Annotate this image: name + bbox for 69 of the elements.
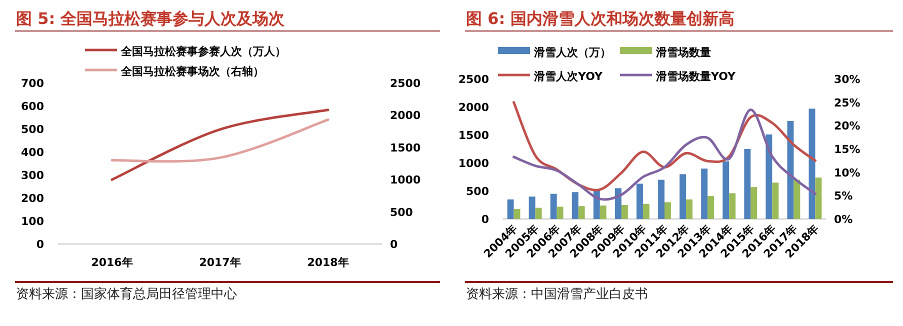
bar: [686, 199, 692, 219]
y2-tick-label: 1000: [390, 174, 421, 187]
y2-tick-label: 25%: [834, 96, 860, 110]
text: 资料来源：国家体育总局田径管理中心: [16, 286, 237, 301]
legend-label: 滑雪场数量YOY: [655, 70, 737, 83]
bar: [664, 202, 671, 219]
bar: [600, 206, 606, 219]
legend-label: 滑雪人次（万）: [533, 46, 611, 59]
bar: [550, 194, 557, 219]
bar: [722, 161, 730, 219]
bar: [528, 196, 536, 219]
bar: [680, 174, 686, 219]
bar: [772, 182, 779, 219]
bar: [766, 134, 772, 219]
x-tick-label: 2017年: [199, 256, 241, 269]
x-tick-label: 2018年: [307, 256, 349, 269]
bar: [701, 168, 708, 219]
bar: [556, 206, 564, 219]
bar: [621, 205, 628, 219]
legend-label: 全国马拉松赛事场次（右轴）: [120, 65, 264, 78]
y2-tick-label: 15%: [834, 143, 860, 156]
y2-tick-label: 1500: [390, 141, 421, 154]
legend-label: 全国马拉松赛事参赛人次（万人）: [120, 45, 286, 58]
y-tick-label: 700: [21, 77, 44, 90]
y-tick-label: 100: [21, 215, 44, 228]
legend-label: 滑雪人次YOY: [533, 70, 604, 83]
y2-tick-label: 20%: [834, 120, 860, 133]
y-tick-label: 2500: [458, 73, 490, 86]
y-tick-label: 600: [21, 100, 44, 113]
chart-title: 图 6: 国内滑雪人次和场次数量创新高: [466, 9, 735, 28]
bar: [614, 188, 622, 219]
y2-tick-label: 10%: [834, 166, 860, 180]
y-tick-label: 400: [21, 146, 44, 159]
y-tick-label: 500: [466, 185, 490, 198]
y-tick-label: 1500: [458, 129, 490, 142]
y2-tick-label: 2000: [390, 109, 421, 122]
bar: [572, 192, 578, 219]
bar: [578, 206, 585, 219]
bar: [658, 180, 664, 219]
bar: [815, 178, 822, 219]
y2-tick-label: 2500: [390, 77, 421, 90]
line-series: [512, 108, 816, 201]
y2-tick-label: 0: [390, 238, 398, 251]
y2-tick-label: 500: [390, 206, 414, 219]
bar: [729, 193, 736, 219]
y-tick-label: 0: [481, 213, 490, 226]
y2-tick-label: 0%: [834, 213, 853, 226]
y-tick-label: 2000: [458, 101, 490, 114]
bar: [514, 208, 520, 219]
bar: [708, 196, 714, 219]
y2-tick-label: 5%: [834, 190, 853, 203]
y-tick-label: 500: [21, 123, 44, 136]
bar: [750, 187, 758, 219]
bar: [642, 204, 650, 219]
bar: [535, 208, 542, 219]
y-tick-label: 200: [21, 192, 44, 205]
bar: [507, 199, 514, 219]
y-tick-label: 300: [21, 169, 44, 182]
bar: [787, 121, 794, 219]
bar: [744, 149, 751, 219]
y-tick-label: 1000: [458, 157, 490, 170]
bar: [636, 184, 643, 219]
y2-tick-label: 30%: [834, 73, 860, 86]
chart-title: 图 5: 全国马拉松赛事参与人次及场次: [16, 9, 286, 28]
legend-label: 滑雪场数量: [655, 46, 711, 59]
text: 资料来源：中国滑雪产业白皮书: [466, 286, 648, 301]
x-tick-label: 2016年: [91, 256, 133, 269]
bar: [794, 180, 800, 219]
y-tick-label: 0: [36, 238, 44, 251]
